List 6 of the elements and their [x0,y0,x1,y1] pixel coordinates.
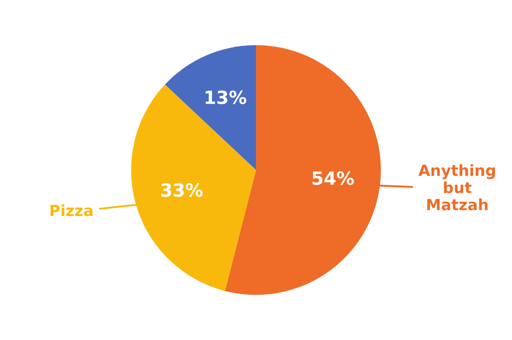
slice-label: Pizza [50,204,92,216]
data-label: 54% [312,171,354,185]
slice-label: Anything but Matzah [418,164,495,210]
pie-slice [164,45,256,170]
data-label: 13% [206,90,246,104]
data-label: 33% [161,183,203,197]
